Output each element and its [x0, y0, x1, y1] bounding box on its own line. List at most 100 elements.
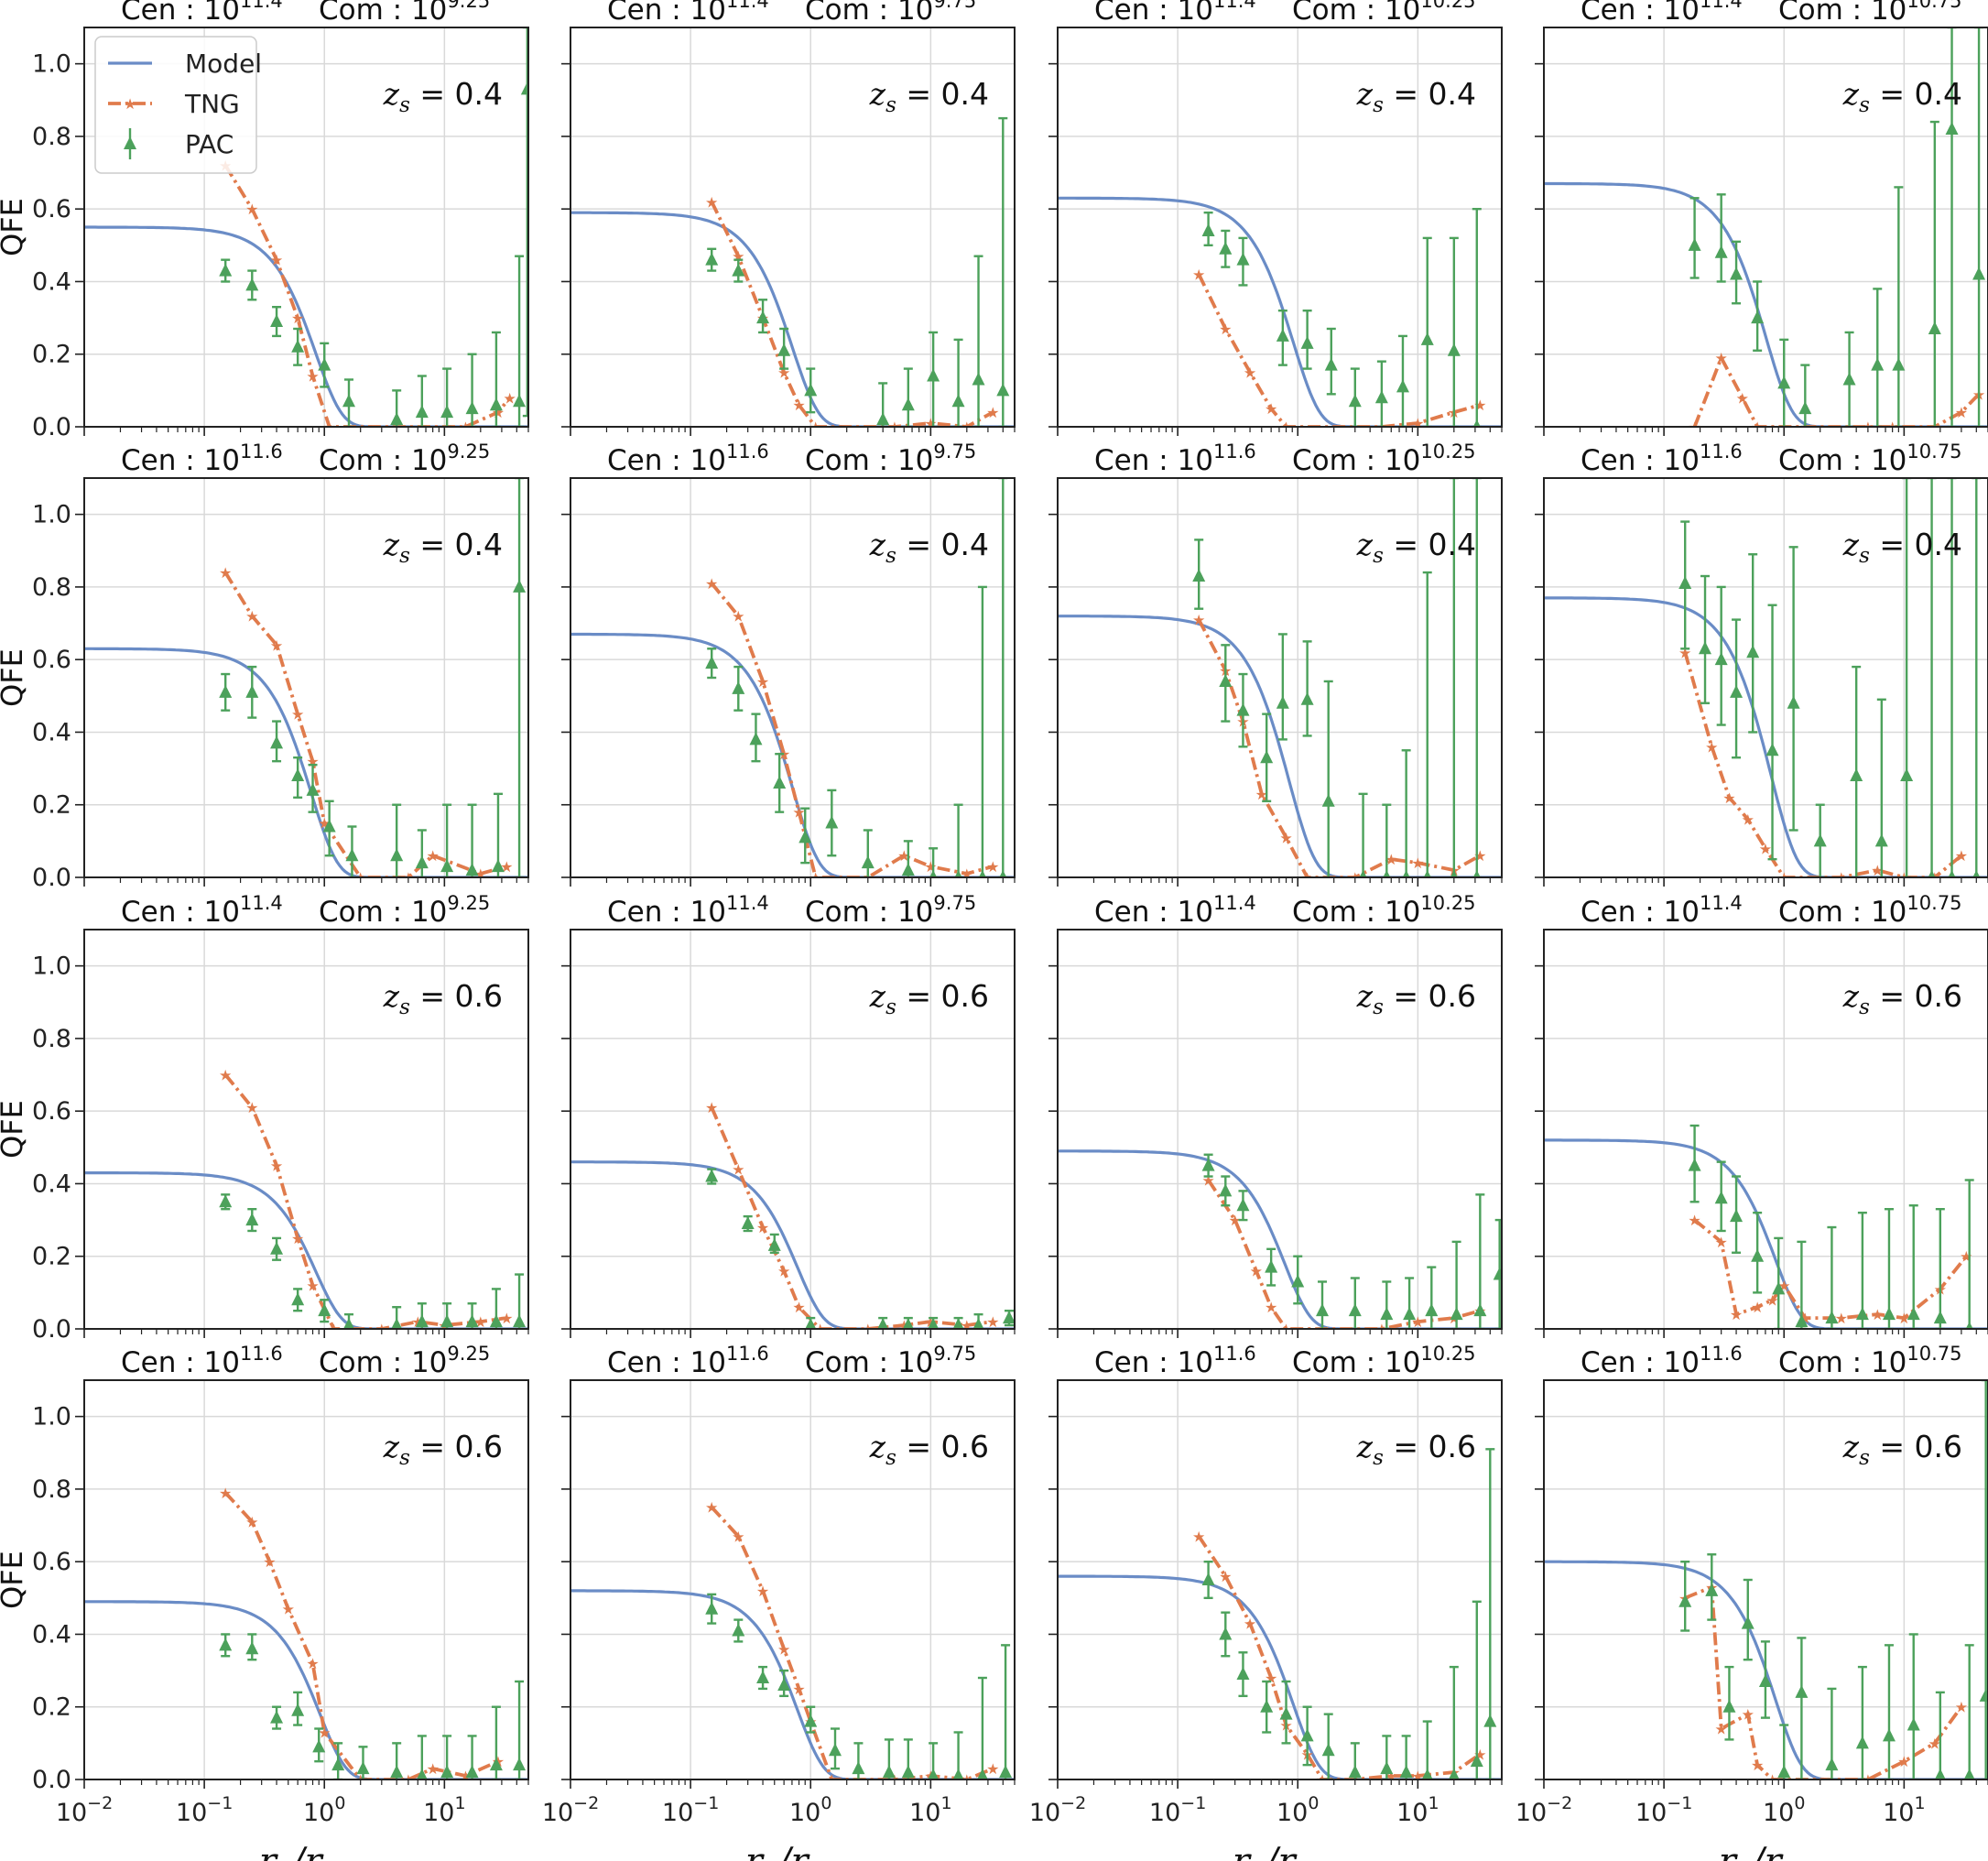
axes-frame	[1543, 1379, 1988, 1780]
y-axis-label: QFE	[0, 1100, 29, 1159]
tng-line	[710, 201, 994, 427]
tng-point: ★	[1229, 1212, 1242, 1229]
x-tick-label: 10−1	[1635, 1793, 1692, 1827]
plot-area: ★★★★★★★★★★	[570, 116, 1015, 436]
tng-line	[1197, 273, 1481, 427]
pac-point	[1882, 1307, 1896, 1321]
pac-point	[312, 1739, 326, 1753]
panel-title-cen: Cen : 1011.4	[607, 0, 769, 27]
pac-point	[756, 310, 770, 324]
tng-point: ★	[1411, 1313, 1424, 1331]
pac-point	[219, 684, 233, 698]
tng-line	[223, 164, 512, 427]
pac-point	[1699, 641, 1712, 655]
legend-pac-marker	[124, 136, 136, 149]
tng-point: ★	[732, 1161, 744, 1179]
tng-point: ★	[1473, 397, 1486, 414]
pac-point	[1855, 1736, 1869, 1749]
pac-point	[1315, 1303, 1329, 1317]
pac-point	[1730, 1209, 1744, 1223]
pac-point	[1746, 645, 1760, 658]
pac-point	[1928, 870, 1936, 877]
pac-point	[440, 1314, 454, 1328]
tng-point: ★	[1192, 612, 1205, 629]
tng-point: ★	[1759, 840, 1772, 857]
pac-point	[1850, 768, 1863, 782]
pac-point	[415, 405, 429, 419]
tng-point: ★	[809, 419, 821, 436]
panel-title-cen: Cen : 1011.4	[1581, 0, 1743, 27]
y-tick-label: 0.0	[32, 413, 71, 441]
panel-title-com: Com : 1010.75	[1778, 1343, 1962, 1379]
tng-point: ★	[924, 858, 937, 876]
pac-point	[1678, 1594, 1692, 1607]
tng-point: ★	[1715, 1234, 1728, 1251]
redshift-label: zs = 0.6	[383, 978, 503, 1019]
redshift-label: zs = 0.6	[1356, 1429, 1476, 1470]
pac-point	[902, 1318, 914, 1329]
axes-frame	[83, 477, 529, 878]
pac-point	[972, 1318, 984, 1329]
pac-point	[1874, 833, 1888, 847]
pac-point	[1825, 1311, 1839, 1324]
tng-point: ★	[1265, 1299, 1277, 1316]
x-tick-label: 101	[909, 1793, 951, 1827]
axes-frame	[1057, 477, 1503, 878]
pac-point	[390, 848, 404, 862]
axes-frame	[570, 477, 1016, 878]
y-tick-label: 0.4	[32, 267, 71, 296]
pac-point	[1236, 1667, 1250, 1681]
pac-point	[1900, 768, 1914, 782]
pac-point	[1714, 245, 1728, 258]
pac-point	[861, 855, 875, 869]
tng-point: ★	[1955, 847, 1968, 865]
tng-point: ★	[1688, 419, 1700, 436]
pac-point	[1260, 1699, 1274, 1713]
panel-title-cen: Cen : 1011.4	[1581, 892, 1743, 929]
x-tick-label: 101	[1396, 1793, 1439, 1827]
y-tick-label: 0.2	[32, 1693, 71, 1722]
tng-point: ★	[777, 1640, 790, 1658]
tng-point: ★	[306, 1655, 319, 1672]
pac-point	[1236, 252, 1250, 266]
y-axis-label: QFE	[0, 648, 29, 707]
model-curve	[84, 1170, 528, 1329]
y-tick-label: 0.0	[32, 1315, 71, 1344]
redshift-label: zs = 0.6	[869, 978, 989, 1019]
redshift-label: zs = 0.6	[383, 1429, 503, 1470]
pac-point	[1402, 870, 1410, 877]
pac-point	[1777, 1765, 1791, 1779]
pac-point	[513, 579, 527, 593]
axes-frame	[1057, 27, 1503, 428]
tng-point: ★	[291, 1230, 304, 1247]
tng-point: ★	[705, 575, 718, 593]
tng-point: ★	[705, 1499, 718, 1517]
pac-point	[1260, 750, 1274, 764]
pac-point	[219, 1638, 233, 1651]
tng-point: ★	[1777, 869, 1790, 887]
pac-point	[1421, 1768, 1433, 1779]
pac-point	[491, 859, 505, 873]
panel-title-com: Com : 109.75	[805, 1343, 976, 1379]
plot-area: ★★★★★★★★★★★	[84, 1485, 528, 1779]
pac-point	[322, 819, 336, 833]
pac-point	[1714, 1191, 1728, 1204]
pac-point	[999, 870, 1007, 877]
x-tick-label: 10−1	[1149, 1793, 1206, 1827]
axes-frame	[1543, 477, 1988, 878]
pac-point	[1907, 1717, 1920, 1731]
pac-point	[732, 680, 745, 694]
pac-point	[270, 735, 284, 749]
tng-point: ★	[500, 1310, 513, 1327]
pac-point	[1324, 357, 1338, 371]
tng-point: ★	[426, 847, 439, 865]
tng-point: ★	[732, 248, 744, 266]
pac-point	[440, 405, 454, 419]
x-axis-label: rp/rvir	[1719, 1841, 1814, 1861]
pac-point	[804, 383, 818, 397]
panel-title-cen: Cen : 1011.4	[607, 892, 769, 929]
pac-point	[1423, 870, 1431, 877]
pac-point	[1842, 372, 1856, 386]
y-tick-label: 0.4	[32, 1170, 71, 1198]
